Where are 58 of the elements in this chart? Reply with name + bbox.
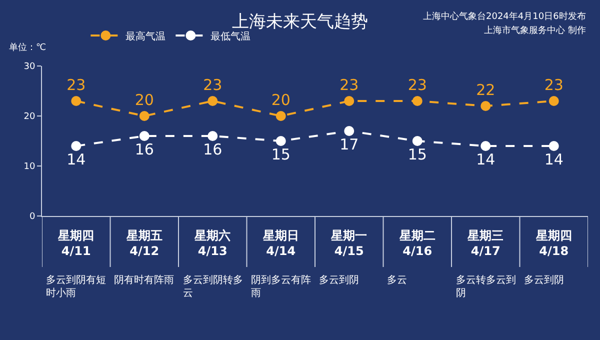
y-tick-label: 30: [24, 62, 36, 72]
text: 多云: [387, 274, 407, 286]
data-label: 22: [476, 81, 496, 99]
data-label: 23: [203, 76, 222, 94]
data-label: 23: [408, 76, 427, 94]
x-tick-label: 星期二 4/16: [398, 228, 436, 258]
text: 多云到阴: [524, 274, 564, 286]
y-tick-label: 10: [24, 162, 36, 172]
y-axis-title: 单位：℃: [9, 42, 46, 53]
x-tick-label: 星期六 4/13: [194, 228, 231, 258]
data-label: 23: [544, 76, 564, 94]
point: [139, 111, 150, 121]
x-tick-label: 星期一 4/15: [330, 228, 368, 258]
x-tick-label: 星期五 4/12: [125, 228, 162, 258]
point: [548, 96, 559, 106]
point: [344, 126, 354, 136]
point: [480, 141, 491, 151]
legend-label: 最低气温: [210, 30, 251, 42]
y-tick-label: 0: [29, 212, 36, 222]
point: [548, 141, 559, 151]
text: 上海市气象服务中心 制作: [484, 25, 586, 36]
point: [71, 141, 82, 151]
data-label: 14: [66, 150, 86, 168]
data-label: 17: [340, 136, 359, 154]
x-tick-label: 星期四 4/11: [57, 228, 94, 258]
point: [139, 131, 150, 141]
text: 阴有时有阵雨: [114, 274, 174, 286]
data-label: 15: [271, 146, 290, 164]
data-label: 23: [66, 76, 86, 94]
point: [480, 101, 491, 111]
point: [344, 96, 354, 106]
legend-label: 最高气温: [126, 30, 166, 42]
text: 多云转多云到阴: [456, 274, 516, 299]
data-label: 14: [476, 150, 496, 168]
point: [208, 131, 218, 141]
text: 多云到阴转多云: [183, 274, 243, 299]
data-label: 16: [134, 140, 154, 158]
point: [208, 96, 218, 106]
point: [276, 111, 286, 121]
data-label: 16: [203, 140, 222, 158]
text: 阴到多云有阵雨: [251, 274, 311, 299]
point: [71, 96, 82, 106]
x-tick-label: 星期四 4/18: [534, 228, 572, 258]
data-label: 14: [544, 150, 564, 168]
text: 多云到阴: [319, 274, 359, 286]
y-tick-label: 20: [24, 112, 36, 122]
data-label: 15: [408, 146, 427, 164]
data-label: 20: [271, 91, 290, 109]
data-label: 23: [340, 76, 359, 94]
data-label: 20: [134, 91, 154, 109]
chart-title: 上海未来天气趋势: [232, 12, 368, 32]
point: [412, 96, 422, 106]
point: [412, 136, 422, 146]
text: 上海中心气象台2024年4月10日6时发布: [423, 11, 586, 22]
x-tick-label: 星期三 4/17: [466, 228, 504, 258]
point: [276, 136, 286, 146]
text: 多云到阴有短时小雨: [46, 274, 106, 299]
x-tick-label: 星期日 4/14: [262, 228, 299, 258]
